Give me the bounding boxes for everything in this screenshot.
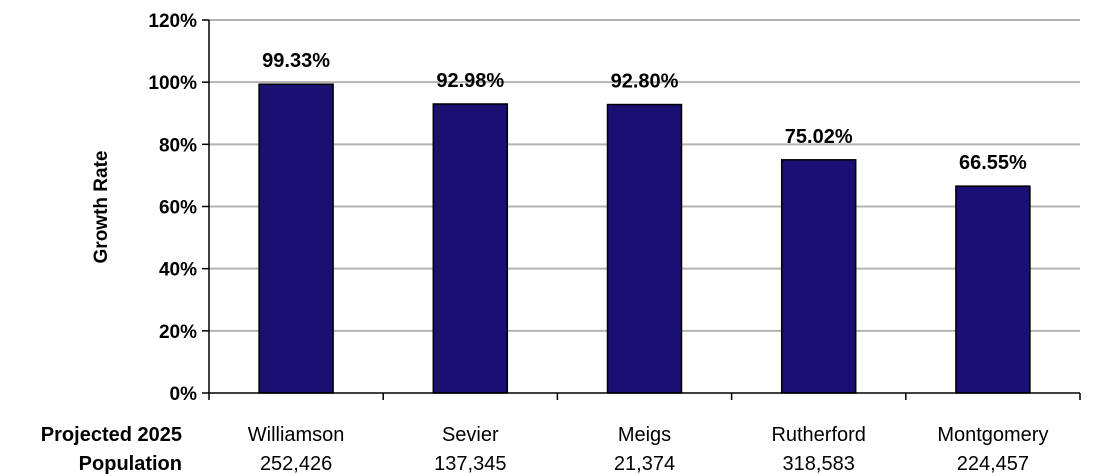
bar-montgomery <box>955 185 1031 394</box>
population-label: 137,345 <box>434 453 506 475</box>
bar-sevier <box>432 103 509 394</box>
y-tick-label: 120% <box>148 11 197 32</box>
y-tick-label: 0% <box>170 384 198 405</box>
bar-williamson <box>258 83 334 394</box>
y-tick-labels: 0% 20% 40% 60% 80% 100% 120% <box>148 11 197 405</box>
data-labels: 99.33% 92.98% 92.80% 75.02% 66.55% <box>262 50 1027 174</box>
category-label: Sevier <box>442 424 499 446</box>
y-tick-label: 100% <box>148 73 197 94</box>
population-label: 318,583 <box>783 453 855 475</box>
category-label: Montgomery <box>937 424 1048 446</box>
population-label: 252,426 <box>260 453 332 475</box>
data-label: 92.80% <box>611 71 679 93</box>
y-axis-title: Growth Rate <box>91 151 112 264</box>
axes <box>202 19 1081 400</box>
population-label: 21,374 <box>614 453 675 475</box>
bars <box>258 83 1031 394</box>
category-label: Meigs <box>618 424 671 446</box>
y-tick-label: 80% <box>159 135 197 156</box>
y-tick-label: 60% <box>159 198 197 219</box>
category-label: Williamson <box>248 424 345 446</box>
bar-meigs <box>606 103 683 394</box>
bar-rutherford <box>780 159 857 394</box>
data-label: 66.55% <box>959 152 1027 174</box>
data-label: 92.98% <box>436 70 504 92</box>
data-label: 99.33% <box>262 50 330 72</box>
y-tick-label: 40% <box>159 260 197 281</box>
y-tick-label: 20% <box>159 322 197 343</box>
data-label: 75.02% <box>785 126 853 148</box>
population-label: 224,457 <box>957 453 1029 475</box>
category-labels: Williamson 252,426 Sevier 137,345 Meigs 21,37… <box>248 424 1049 475</box>
row-header-line-1: Projected 2025 <box>41 424 182 446</box>
category-label: Rutherford <box>771 424 866 446</box>
row-header-line-2: Population <box>79 453 182 475</box>
